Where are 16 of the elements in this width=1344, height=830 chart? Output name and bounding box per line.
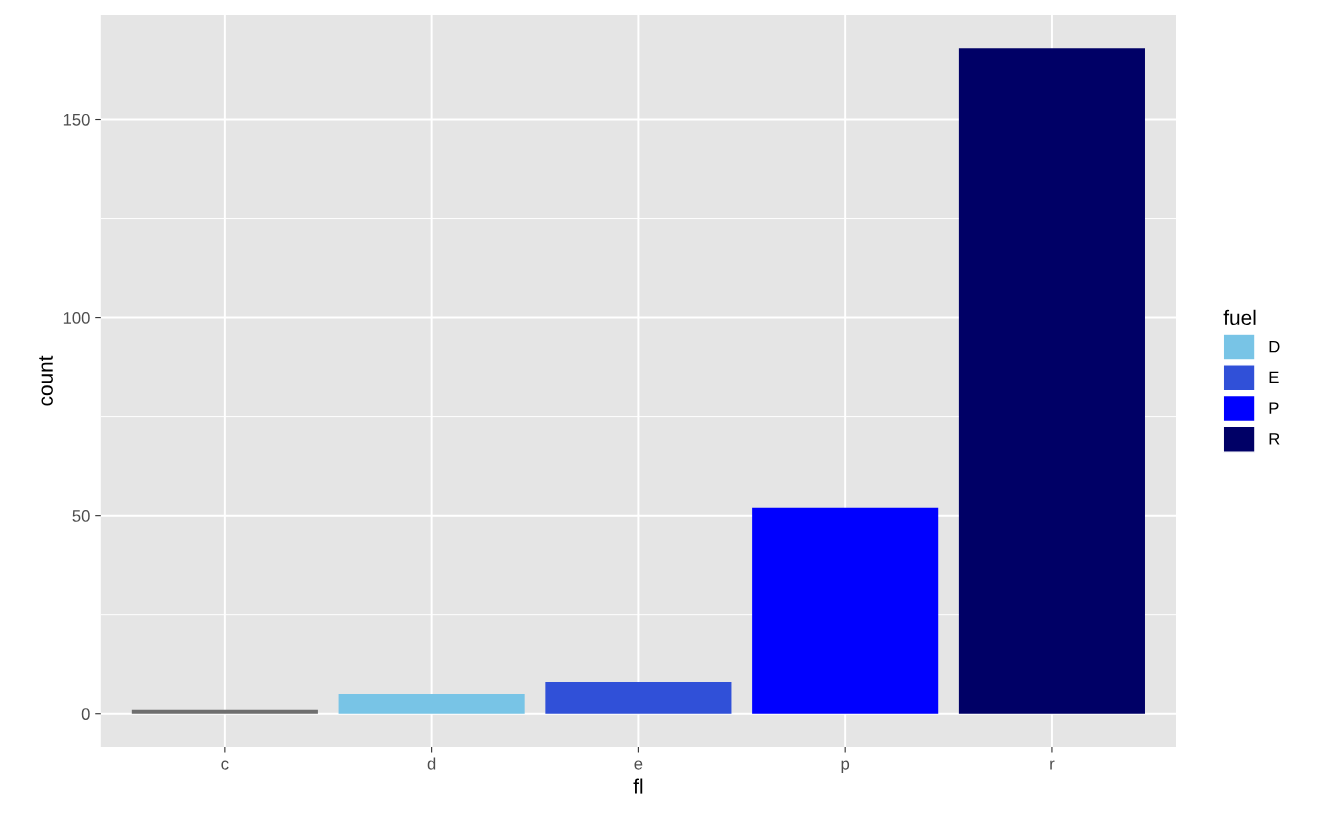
y-axis-title: count (39, 355, 53, 406)
y-tick-label: 50 (72, 510, 90, 522)
legend-label: E (1269, 371, 1279, 384)
x-tick-label: p (841, 760, 850, 773)
legend-label: R (1269, 433, 1280, 445)
y-tick-label: 100 (63, 311, 90, 324)
x-tick-label: d (427, 757, 436, 770)
legend-label: P (1269, 402, 1279, 414)
x-tick-label: c (221, 760, 229, 770)
x-tick-label: e (634, 760, 643, 770)
y-tick-label: 0 (81, 708, 90, 720)
legend-title: fuel (1223, 309, 1256, 326)
y-tick-label: 150 (63, 113, 90, 126)
x-axis-title: fl (633, 778, 643, 794)
legend-label: D (1269, 340, 1280, 353)
x-tick-label: r (1050, 760, 1055, 770)
